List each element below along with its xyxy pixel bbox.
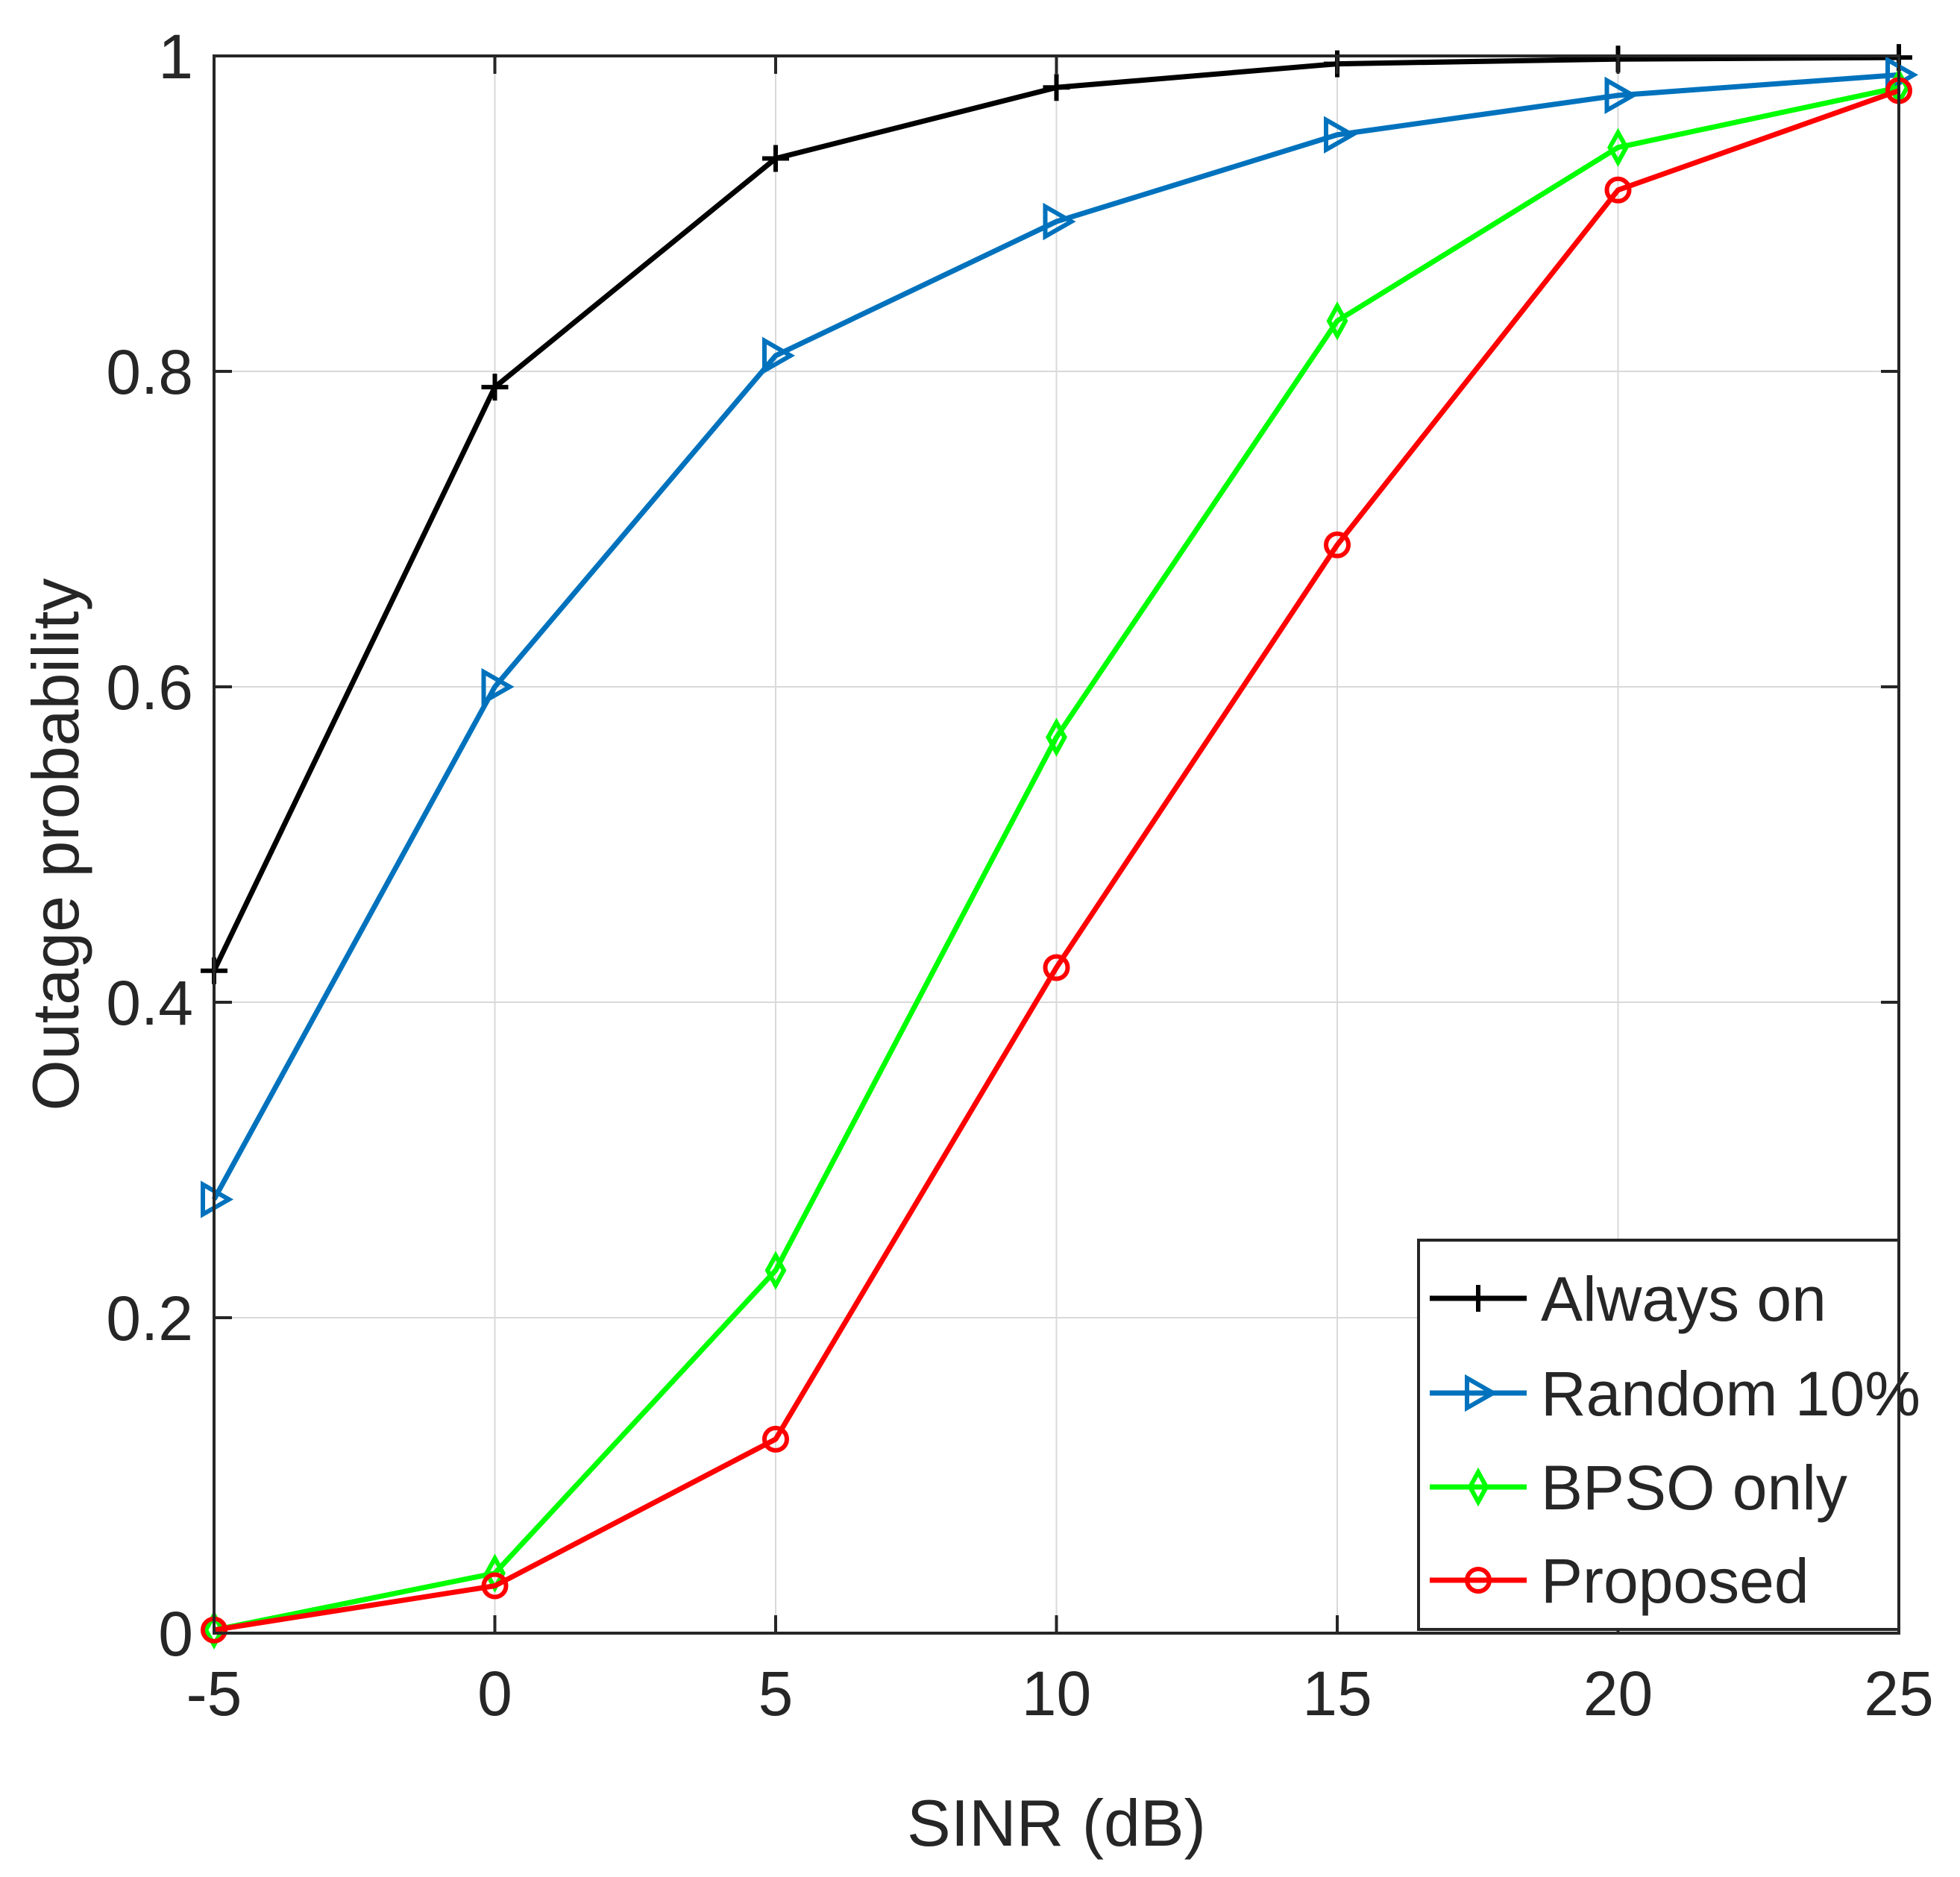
legend-label: Always on: [1541, 1264, 1826, 1334]
legend-label: BPSO only: [1541, 1453, 1847, 1523]
data-point: [201, 1180, 234, 1219]
legend-item: Proposed: [1430, 1546, 1809, 1616]
legend-item: BPSO only: [1430, 1453, 1847, 1523]
y-tick-label: 0.8: [106, 337, 193, 407]
legend-item: Random 10%: [1430, 1359, 1920, 1429]
data-point: [1324, 116, 1357, 154]
legend-item: Always on: [1430, 1264, 1826, 1334]
data-point: [1043, 954, 1070, 981]
legend-marker: [1465, 1567, 1492, 1594]
x-tick-label: 20: [1583, 1659, 1653, 1729]
legend-label: Random 10%: [1541, 1359, 1920, 1429]
series-random-10-: [201, 56, 1919, 1219]
x-axis-title: SINR (dB): [907, 1786, 1206, 1860]
y-axis-title: Outage probability: [19, 578, 92, 1110]
data-point: [762, 145, 789, 172]
data-point: [481, 1572, 509, 1600]
data-point: [481, 374, 509, 401]
legend-marker: [1465, 1285, 1492, 1312]
x-tick-label: 5: [758, 1659, 794, 1729]
x-tick-label: 0: [477, 1659, 512, 1729]
data-point: [1604, 76, 1638, 115]
data-point: [1324, 531, 1351, 559]
legend-box: [1417, 1239, 1900, 1631]
legend-marker: [1467, 1467, 1489, 1507]
data-point: [203, 1610, 225, 1650]
data-series: [201, 44, 1919, 1650]
x-tick-label: 25: [1864, 1659, 1933, 1729]
data-point: [1885, 56, 1919, 94]
data-point: [762, 1425, 789, 1453]
data-point: [762, 336, 796, 375]
x-tick-label: 15: [1302, 1659, 1372, 1729]
x-tick-label: -5: [186, 1659, 242, 1729]
data-point: [1604, 176, 1632, 204]
data-point: [1046, 717, 1067, 757]
data-point: [1326, 301, 1348, 341]
series-line: [211, 72, 1900, 1201]
y-tick-label: 0.2: [106, 1283, 193, 1353]
data-point: [481, 667, 515, 706]
legend-label: Proposed: [1541, 1546, 1809, 1616]
data-point: [1607, 128, 1629, 167]
series-line: [213, 88, 1900, 1633]
legend: Always on Random 10% BPSO only Proposed: [1417, 1239, 1920, 1631]
y-tick-label: 1: [158, 22, 193, 92]
y-tick-label: 0.4: [106, 968, 193, 1038]
y-tick-label: 0: [158, 1599, 193, 1669]
y-tick-label: 0.6: [106, 653, 193, 723]
data-point: [1043, 202, 1076, 241]
data-point: [1043, 74, 1070, 101]
data-point: [764, 1251, 787, 1290]
x-tick-label: 10: [1022, 1659, 1091, 1729]
legend-marker: [1465, 1374, 1498, 1412]
